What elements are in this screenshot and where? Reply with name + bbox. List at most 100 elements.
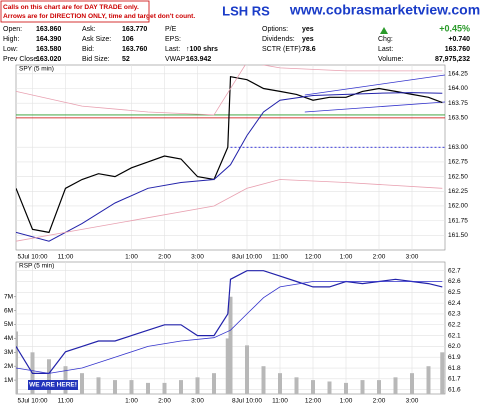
quote-value: 78.6 <box>302 46 316 53</box>
y-tick-label: 161.50 <box>448 232 468 239</box>
quote-label: Last: <box>378 46 393 53</box>
panel-label: SPY (5 min) <box>19 66 54 73</box>
quote-value: 164.390 <box>36 36 61 43</box>
volume-bar <box>440 352 445 394</box>
quote-value: 163.020 <box>36 56 61 63</box>
quote-label: Bid: <box>82 46 94 53</box>
x-tick-label: 3:00 <box>191 254 204 261</box>
volume-bar <box>311 380 315 394</box>
volume-bar <box>377 380 381 394</box>
series-line <box>16 92 443 242</box>
x-tick-label: 2:00 <box>373 254 386 261</box>
volume-bar <box>16 331 18 394</box>
disclaimer-box <box>0 0 150 23</box>
volume-bar <box>278 373 282 394</box>
quote-value: 163.770 <box>122 26 147 33</box>
y-tick-label: 62.5 <box>448 289 461 296</box>
volume-bar <box>146 382 150 394</box>
y2-tick-label: 3M <box>4 349 13 356</box>
volume-bar <box>245 345 249 394</box>
quote-label: Prev Close: <box>3 56 39 63</box>
y-tick-label: 61.9 <box>448 354 461 361</box>
y-tick-label: 62.7 <box>448 267 461 274</box>
x-tick-label: 5Jul 10:00 <box>18 254 48 261</box>
y-tick-label: 61.6 <box>448 386 461 393</box>
y-tick-label: 164.00 <box>448 85 468 92</box>
y-tick-label: 61.8 <box>448 365 461 372</box>
y-tick-label: 162.50 <box>448 173 468 180</box>
x-tick-label: 1:00 <box>340 254 353 261</box>
x-tick-label: 1:00 <box>125 398 138 405</box>
y-tick-label: 163.00 <box>448 144 468 151</box>
quote-value: yes <box>302 36 314 43</box>
y-tick-label: 62.2 <box>448 321 461 328</box>
panel-label: RSP (5 min) <box>19 263 54 270</box>
trend-line <box>304 74 445 96</box>
plot-area <box>15 64 446 251</box>
quote-label: Open: <box>3 26 22 33</box>
x-tick-label: 5Jul 10:00 <box>18 398 48 405</box>
x-tick-label: 11:00 <box>58 254 74 261</box>
volume-bar <box>195 377 200 394</box>
series-line <box>16 65 443 116</box>
quote-label: Options: <box>262 26 288 33</box>
y2-tick-label: 1M <box>4 377 13 384</box>
quote-label: Bid Size: <box>82 56 110 63</box>
quote-value: 163.580 <box>36 46 61 53</box>
y-tick-label: 62.4 <box>448 300 461 307</box>
x-tick-label: 1:00 <box>340 398 353 405</box>
plot-layer <box>16 65 445 250</box>
y2-tick-label: 4M <box>4 335 13 342</box>
x-tick-label: 8Jul 10:00 <box>232 398 262 405</box>
y2-tick-label: 2M <box>4 363 13 370</box>
quote-value: yes <box>302 26 314 33</box>
x-tick-label: 12:00 <box>305 398 322 405</box>
x-tick-label: 8Jul 10:00 <box>232 254 262 261</box>
quote-label: Chg: <box>378 36 393 43</box>
y-tick-label: 163.50 <box>448 115 468 122</box>
quote-label: SCTR (ETF): <box>262 46 303 53</box>
quote-value: 87,975,232 <box>435 56 470 63</box>
quote-value: ↑100 shrs <box>186 46 218 53</box>
x-tick-label: 2:00 <box>158 398 171 405</box>
quote-value: 106 <box>122 36 134 43</box>
y-tick-label: 62.0 <box>448 343 461 350</box>
x-tick-label: 11:00 <box>272 254 288 261</box>
y2-tick-label: 6M <box>4 307 13 314</box>
quote-label: Volume: <box>378 56 403 63</box>
volume-bar <box>344 382 348 394</box>
volume-bar <box>47 359 51 394</box>
volume-bar <box>96 377 101 394</box>
quote-label: VWAP: <box>165 56 187 63</box>
symbol-title: LSH RS <box>222 3 270 18</box>
volume-bar <box>410 373 414 394</box>
series-line <box>16 75 443 234</box>
change-percent: +0.45% <box>439 23 470 33</box>
volume-bar <box>261 366 266 394</box>
x-tick-label: 2:00 <box>158 254 171 261</box>
volume-bar <box>360 380 365 394</box>
y-tick-label: 164.25 <box>448 71 468 78</box>
volume-bar <box>228 296 233 394</box>
y-tick-label: 161.75 <box>448 217 468 224</box>
volume-bar <box>327 381 332 394</box>
volume-bar <box>80 373 84 394</box>
series-line <box>16 179 443 242</box>
annotation-box <box>28 380 78 390</box>
y2-tick-label: 5M <box>4 321 13 328</box>
y-tick-label: 62.3 <box>448 311 461 318</box>
disclaimer-line: Arrows are for DIRECTION ONLY, time and … <box>3 13 195 20</box>
x-tick-label: 3:00 <box>406 398 419 405</box>
quote-value: 163.860 <box>36 26 61 33</box>
y-tick-label: 163.75 <box>448 100 468 107</box>
y-tick-label: 62.1 <box>448 332 461 339</box>
volume-bar <box>393 377 398 394</box>
x-tick-label: 11:00 <box>272 398 288 405</box>
annotation: WE ARE HERE! <box>29 382 77 389</box>
series-line <box>16 270 443 374</box>
quote-value: 163.942 <box>186 56 211 63</box>
series-line <box>16 281 443 374</box>
y-tick-label: 61.7 <box>448 376 461 383</box>
plot-layer <box>16 262 445 394</box>
